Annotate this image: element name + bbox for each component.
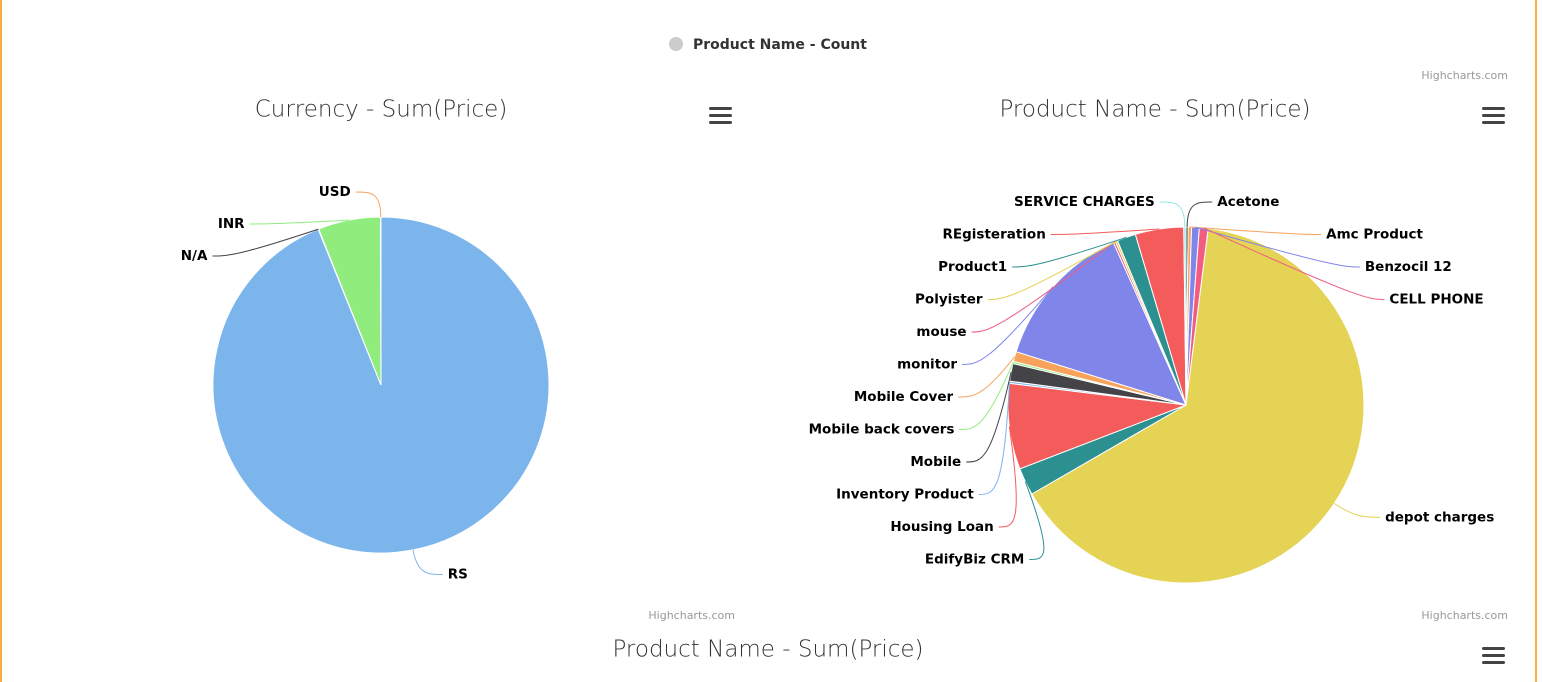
label-connector bbox=[1159, 201, 1186, 228]
label-connector bbox=[1333, 503, 1381, 518]
label-connector bbox=[1189, 226, 1322, 236]
label-connector bbox=[1012, 236, 1127, 268]
legend-symbol bbox=[669, 37, 683, 51]
data-label: EdifyBiz CRM bbox=[925, 552, 1024, 568]
pie-slice bbox=[1015, 241, 1187, 406]
credits: Highcharts.com bbox=[1421, 609, 1508, 622]
chart-title: Product Name - Sum(Price) bbox=[999, 97, 1310, 123]
data-label: Housing Loan bbox=[890, 519, 993, 535]
data-label: Mobile back covers bbox=[809, 422, 955, 438]
data-label: Product1 bbox=[938, 259, 1007, 275]
pie-slice bbox=[1183, 226, 1187, 406]
data-label: Mobile Cover bbox=[854, 389, 954, 405]
data-label: INR bbox=[218, 216, 245, 232]
chart-title: Product Name - Sum(Price) bbox=[612, 637, 923, 663]
label-connector bbox=[1203, 227, 1385, 301]
chart-title: Currency - Sum(Price) bbox=[255, 97, 508, 123]
label-connector bbox=[1050, 228, 1160, 236]
data-label: Mobile bbox=[910, 454, 961, 470]
label-connector bbox=[962, 286, 1054, 366]
label-connector bbox=[249, 219, 350, 225]
data-label: CELL PHONE bbox=[1389, 292, 1483, 308]
data-label: monitor bbox=[897, 357, 957, 373]
data-label: Amc Product bbox=[1326, 227, 1423, 243]
label-connector bbox=[212, 228, 319, 257]
label-connector bbox=[355, 191, 382, 218]
credits: Highcharts.com bbox=[1421, 69, 1508, 82]
label-connector bbox=[978, 382, 1010, 496]
pie-slice bbox=[379, 216, 382, 386]
data-label: Polyister bbox=[915, 292, 983, 308]
label-connector bbox=[987, 240, 1117, 301]
label-connector bbox=[998, 426, 1017, 528]
data-label: USD bbox=[319, 184, 351, 200]
pie: Acetone Amc Product Benzocil 12 CELL PHONE d… bbox=[809, 194, 1494, 584]
data-label: mouse bbox=[916, 324, 966, 340]
label-connector bbox=[971, 241, 1115, 333]
data-label: REgisteration bbox=[943, 227, 1046, 243]
data-label: Benzocil 12 bbox=[1365, 259, 1452, 275]
data-label: SERVICE CHARGES bbox=[1014, 194, 1155, 210]
label-connector bbox=[1195, 226, 1360, 268]
data-label: depot charges bbox=[1385, 509, 1494, 525]
export-menu-button[interactable] bbox=[1482, 647, 1505, 664]
label-connector bbox=[1024, 481, 1045, 561]
export-menu-button[interactable] bbox=[1482, 107, 1505, 124]
label-connector bbox=[958, 356, 1016, 398]
label-connector bbox=[959, 362, 1014, 431]
label-connector bbox=[412, 549, 443, 575]
data-label: RS bbox=[448, 566, 468, 582]
label-connector bbox=[966, 372, 1012, 463]
legend-label: Product Name - Count bbox=[693, 37, 867, 53]
data-label: N/A bbox=[181, 248, 208, 264]
export-menu-button[interactable] bbox=[709, 107, 732, 124]
pie: RS N/A INR USD bbox=[181, 184, 550, 582]
data-label: Acetone bbox=[1217, 194, 1279, 210]
label-connector bbox=[1186, 201, 1213, 228]
credits: Highcharts.com bbox=[648, 609, 735, 622]
data-label: Inventory Product bbox=[836, 487, 974, 503]
